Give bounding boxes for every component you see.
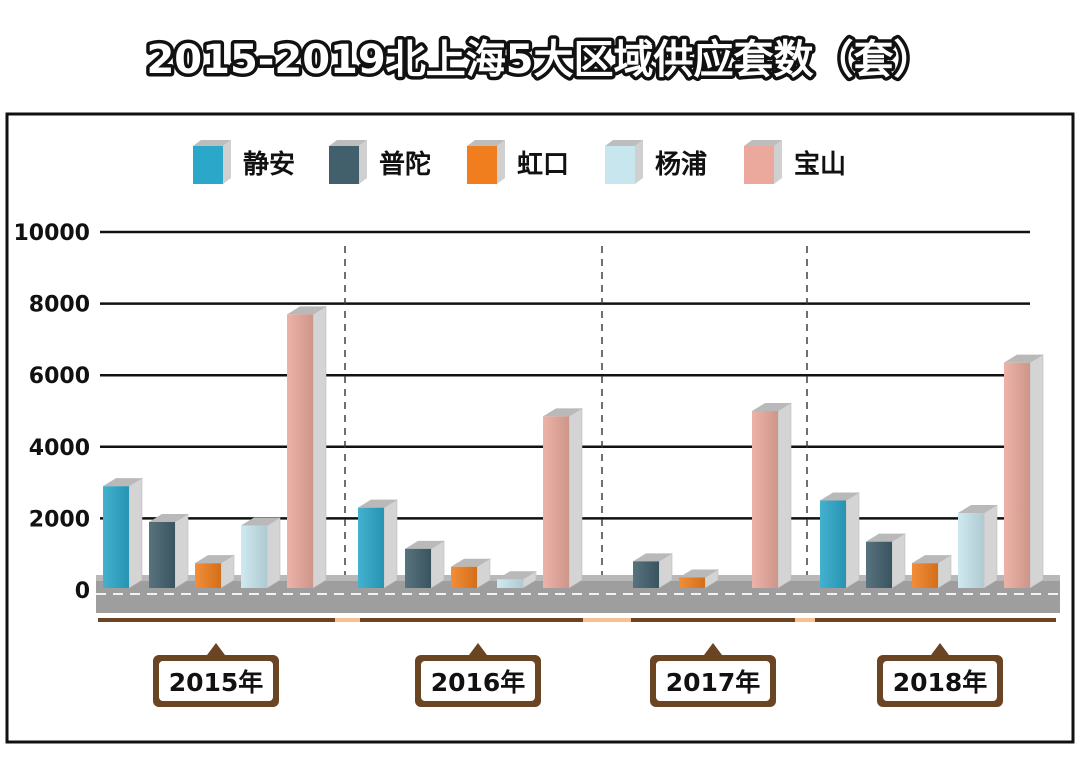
- legend-label: 宝山: [794, 149, 846, 180]
- y-tick-label: 8000: [29, 293, 90, 318]
- legend-item: 宝山: [744, 140, 846, 184]
- legend-item: 虹口: [467, 140, 569, 184]
- category-label: 2016年: [431, 668, 526, 697]
- y-tick-label: 4000: [29, 436, 90, 461]
- bar: [866, 533, 906, 589]
- legend-item: 普陀: [329, 140, 431, 184]
- bar: [241, 517, 281, 589]
- bar: [958, 504, 998, 589]
- bar: [497, 570, 537, 589]
- bar: [195, 554, 235, 589]
- y-tick-label: 0: [75, 579, 90, 604]
- bar: [912, 554, 952, 589]
- legend-item: 杨浦: [605, 140, 707, 184]
- legend-label: 杨浦: [655, 149, 707, 180]
- category-separators: [344, 246, 808, 578]
- category-label-box: 2017年: [650, 643, 776, 707]
- bar: [451, 558, 491, 589]
- bar: [543, 407, 583, 589]
- chart-frame: [5, 112, 1075, 744]
- y-tick-label: 10000: [13, 221, 90, 246]
- bar: [287, 305, 327, 589]
- category-label-box: 2015年: [153, 643, 279, 707]
- bar: [820, 491, 860, 589]
- legend-swatch: [329, 146, 359, 184]
- bar: [103, 477, 143, 589]
- legend-swatch: [744, 146, 774, 184]
- bar: [679, 568, 719, 589]
- category-label-box: 2016年: [415, 643, 541, 707]
- bars: [103, 305, 1044, 589]
- legend-swatch: [605, 146, 635, 184]
- y-tick-label: 6000: [29, 364, 90, 389]
- bar: [405, 540, 445, 589]
- category-label: 2018年: [893, 668, 988, 697]
- category-labels: 2015年 2016年 2017年 2018年: [98, 618, 1056, 707]
- bar: [752, 402, 792, 589]
- legend-label: 虹口: [517, 150, 569, 180]
- legend: 静安 普陀 虹口 杨浦 宝山: [193, 140, 846, 184]
- bar: [149, 513, 189, 589]
- category-label: 2017年: [666, 668, 761, 697]
- bar: [358, 499, 398, 589]
- chart-title: 2015-2019北上海5大区域供应套数（套）: [146, 37, 933, 83]
- bar: [1004, 354, 1044, 589]
- legend-swatch: [467, 146, 497, 184]
- y-tick-label: 2000: [29, 507, 90, 532]
- legend-label: 普陀: [379, 149, 431, 180]
- legend-item: 静安: [193, 140, 295, 184]
- category-label-box: 2018年: [877, 643, 1003, 707]
- bar: [633, 552, 673, 589]
- legend-label: 静安: [243, 149, 295, 180]
- legend-swatch: [193, 146, 223, 184]
- y-axis-ticks: 0 2000 4000 6000 8000 10000: [13, 221, 90, 604]
- category-label: 2015年: [169, 668, 264, 697]
